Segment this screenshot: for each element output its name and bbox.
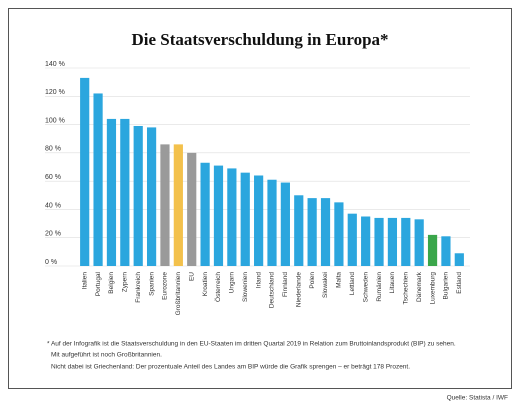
bar <box>227 168 237 266</box>
x-tick-label: Kroatien <box>202 272 209 297</box>
x-tick-label: Großbritannien <box>175 272 182 316</box>
bar <box>307 198 317 266</box>
x-tick-label: Italien <box>81 272 88 290</box>
bar <box>187 152 197 266</box>
bar <box>454 253 464 266</box>
y-tick-label: 40 % <box>45 202 61 209</box>
bar <box>361 216 371 266</box>
footnote: Mit aufgeführt ist noch Großbritannien. <box>51 352 162 359</box>
bar <box>93 93 103 266</box>
footnote: * Auf der Infografik ist die Staatsversc… <box>47 341 456 348</box>
x-tick-label: Spanien <box>148 272 155 296</box>
bar <box>441 236 451 266</box>
bar <box>80 77 90 267</box>
bar <box>213 165 224 266</box>
bar <box>294 195 304 266</box>
x-tick-label: Luxemburg <box>429 272 436 305</box>
chart-title: Die Staatsverschuldung in Europa* <box>131 30 388 49</box>
footnote: Nicht dabei ist Griechenland: Der prozen… <box>51 364 410 371</box>
y-tick-label: 20 % <box>45 231 61 238</box>
x-tick-label: Finnland <box>282 272 289 297</box>
x-tick-label: Lettland <box>349 272 356 296</box>
x-tick-label: Österreich <box>214 272 222 302</box>
x-tick-label: Bulgarien <box>443 272 450 300</box>
x-tick-label: Schweden <box>362 272 369 303</box>
bar <box>414 219 424 266</box>
x-tick-label: Malta <box>336 272 343 288</box>
bar <box>106 118 117 267</box>
bar <box>240 172 250 266</box>
x-tick-label: Zypern <box>122 272 129 293</box>
y-tick-label: 60 % <box>45 174 61 181</box>
frame <box>8 8 512 389</box>
source: Quelle: Statista / IWF <box>447 395 508 402</box>
y-tick-label: 80 % <box>45 146 61 153</box>
x-tick-label: EU <box>188 272 195 281</box>
bar <box>334 202 344 266</box>
bar <box>267 179 277 266</box>
bar <box>387 217 398 266</box>
bar <box>254 175 264 266</box>
bar <box>120 118 130 267</box>
x-tick-label: Rumänien <box>376 272 383 302</box>
x-tick-label: Estland <box>456 272 463 294</box>
x-tick-label: Polen <box>309 272 316 289</box>
bar <box>200 162 210 266</box>
bar <box>173 144 183 266</box>
y-tick-label: 0 % <box>45 259 57 266</box>
x-tick-label: Eurozone <box>162 272 169 300</box>
x-tick-label: Dänemark <box>416 271 423 302</box>
y-tick-label: 100 % <box>45 117 65 124</box>
bar <box>160 144 170 266</box>
x-tick-label: Litauen <box>389 272 396 294</box>
bar <box>133 125 143 266</box>
bar <box>427 234 438 266</box>
x-tick-label: Slowakei <box>322 272 329 298</box>
bar <box>401 217 411 266</box>
bar <box>320 198 331 266</box>
x-tick-label: Deutschland <box>269 272 276 309</box>
x-tick-label: Ungarn <box>229 272 236 294</box>
y-tick-label: 140 % <box>45 61 65 68</box>
bar <box>146 127 157 267</box>
y-tick-label: 120 % <box>45 89 65 96</box>
x-tick-label: Frankreich <box>135 272 142 303</box>
bar <box>347 213 357 266</box>
x-tick-label: Niederlande <box>295 272 302 307</box>
x-tick-label: Belgien <box>108 272 115 294</box>
bar <box>280 182 290 266</box>
x-tick-label: Portugal <box>95 271 102 296</box>
x-tick-label: Slowenien <box>242 272 249 302</box>
x-tick-label: Tschechien <box>403 272 410 305</box>
x-tick-label: Irland <box>255 272 262 289</box>
bar <box>374 217 384 266</box>
